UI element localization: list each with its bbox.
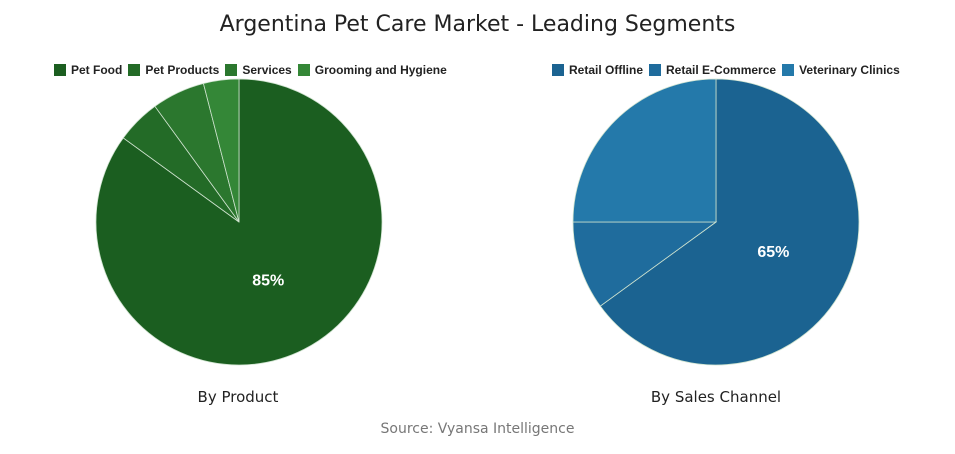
subtitle-channel: By Sales Channel <box>650 388 782 406</box>
chart-title: Argentina Pet Care Market - Leading Segm… <box>219 12 736 37</box>
source-note: Source: Vyansa Intelligence <box>380 421 575 437</box>
legend-item: Grooming and Hygiene <box>297 63 447 77</box>
legend-label: Retail E-Commerce <box>666 63 777 77</box>
pie-slice-pet-food <box>95 78 383 366</box>
legend-item: Services <box>225 63 292 77</box>
pie-slice-veterinary-clinics <box>572 78 717 223</box>
legend-product: Pet Food Pet Products Services Grooming … <box>54 63 447 77</box>
legend-swatch <box>297 64 310 76</box>
legend-swatch <box>552 64 564 76</box>
legend-item: Retail Offline <box>552 63 643 77</box>
legend-item: Retail E-Commerce <box>649 63 776 77</box>
legend-label: Pet Products <box>145 63 220 77</box>
legend-label: Grooming and Hygiene <box>314 63 447 77</box>
pie-slice-retail-offline <box>599 78 860 366</box>
pie-slice-retail-e-commerce <box>572 221 718 307</box>
legend-item: Pet Food <box>54 63 122 77</box>
legend-swatch <box>225 64 238 76</box>
legend-label: Services <box>242 63 292 77</box>
legend-label: Retail Offline <box>569 63 644 77</box>
legend-item: Veterinary Clinics <box>782 63 900 77</box>
legend-label: Veterinary Clinics <box>799 63 900 77</box>
legend-swatch <box>782 64 795 76</box>
data-label: 65% <box>757 244 789 261</box>
legend-label: Pet Food <box>71 63 123 77</box>
pie-slice-grooming-and-hygiene <box>202 78 240 223</box>
legend-swatch <box>54 64 66 76</box>
legend-item: Pet Products <box>128 63 219 77</box>
legend-channel: Retail Offline Retail E-Commerce Veterin… <box>552 63 900 77</box>
legend-swatch <box>649 64 662 76</box>
legend-swatch <box>128 64 141 76</box>
data-label: 85% <box>252 272 284 289</box>
subtitle-product: By Product <box>197 388 279 406</box>
